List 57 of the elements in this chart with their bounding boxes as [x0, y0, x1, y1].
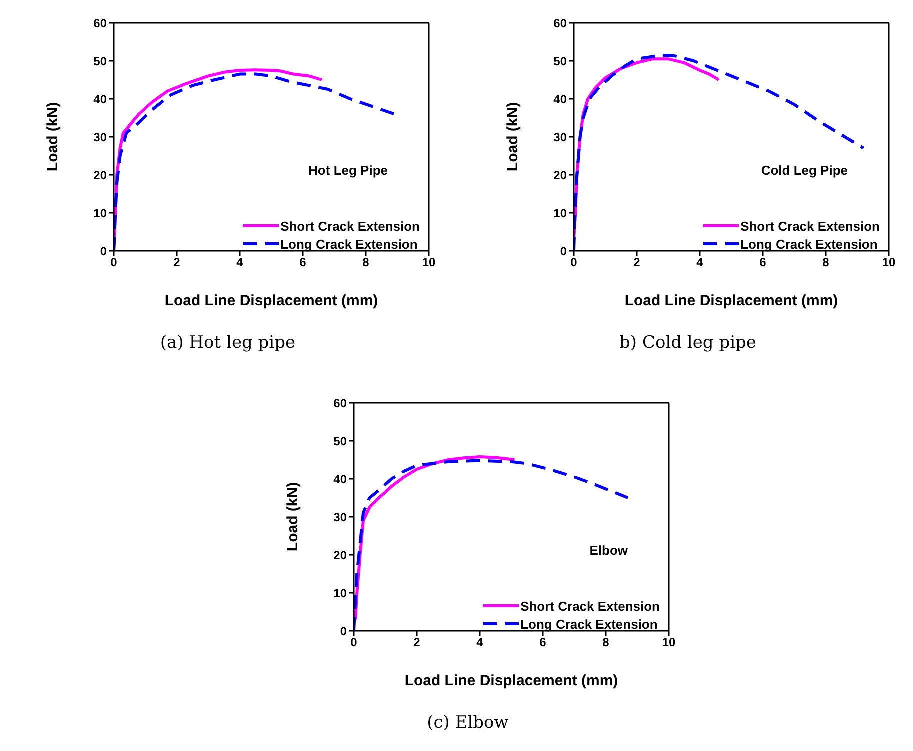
y-axis-title: Load (kN) [44, 102, 62, 172]
x-tick-label: 6 [760, 256, 767, 270]
x-tick-label: 2 [414, 636, 421, 650]
y-tick-label: 20 [94, 168, 108, 182]
y-tick-label: 60 [334, 396, 348, 410]
y-tick-label: 10 [334, 586, 348, 600]
annotation: Elbow [590, 543, 628, 558]
y-tick-label: 50 [334, 434, 348, 448]
y-tick-label: 50 [554, 54, 568, 68]
x-tick-label: 6 [540, 636, 547, 650]
text: (a) Hot leg pipe [159, 333, 297, 353]
x-tick-label: 10 [662, 636, 676, 650]
legend-label: Short Crack Extension [280, 218, 420, 234]
x-tick-label: 0 [350, 636, 358, 650]
y-tick-label: 40 [554, 92, 568, 106]
y-tick-label: 0 [560, 244, 568, 258]
y-tick-label: 50 [94, 54, 108, 68]
annotation: Hot Leg Pipe [308, 163, 388, 178]
y-axis-title: Load (kN) [284, 482, 302, 552]
y-tick-label: 40 [334, 472, 348, 486]
legend-label: Long Crack Extension [740, 236, 878, 252]
y-tick-label: 20 [334, 548, 348, 562]
x-tick-label: 8 [362, 256, 370, 270]
y-tick-label: 20 [554, 168, 568, 182]
y-tick-label: 0 [100, 244, 108, 258]
x-tick-label: 2 [174, 256, 181, 270]
y-tick-label: 30 [94, 130, 108, 144]
x-tick-label: 4 [236, 256, 244, 270]
x-tick-label: 4 [476, 636, 484, 650]
legend-label: Long Crack Extension [520, 616, 658, 632]
y-tick-label: 10 [554, 206, 568, 220]
x-tick-label: 0 [110, 256, 118, 270]
legend-label: Long Crack Extension [280, 236, 418, 252]
annotation: Cold Leg Pipe [761, 163, 848, 178]
text: b) Cold leg pipe [618, 333, 758, 353]
legend-label: Short Crack Extension [740, 218, 880, 234]
x-tick-label: 6 [300, 256, 307, 270]
x-axis-title: Load Line Displacement (mm) [164, 292, 378, 310]
y-axis-title: Load (kN) [504, 102, 522, 172]
y-tick-label: 10 [94, 206, 108, 220]
y-tick-label: 30 [554, 130, 568, 144]
x-tick-label: 8 [822, 256, 830, 270]
legend-label: Short Crack Extension [520, 598, 660, 614]
y-tick-label: 60 [554, 16, 568, 30]
x-tick-label: 4 [696, 256, 704, 270]
y-tick-label: 0 [340, 624, 348, 638]
y-tick-label: 30 [334, 510, 348, 524]
text: (c) Elbow [426, 713, 510, 733]
x-tick-label: 2 [634, 256, 641, 270]
x-axis-title: Load Line Displacement (mm) [404, 672, 618, 690]
x-axis-title: Load Line Displacement (mm) [624, 292, 838, 310]
y-tick-label: 60 [94, 16, 108, 30]
y-tick-label: 40 [94, 92, 108, 106]
x-tick-label: 0 [570, 256, 578, 270]
x-tick-label: 8 [602, 636, 610, 650]
x-tick-label: 10 [422, 256, 436, 270]
x-tick-label: 10 [882, 256, 896, 270]
